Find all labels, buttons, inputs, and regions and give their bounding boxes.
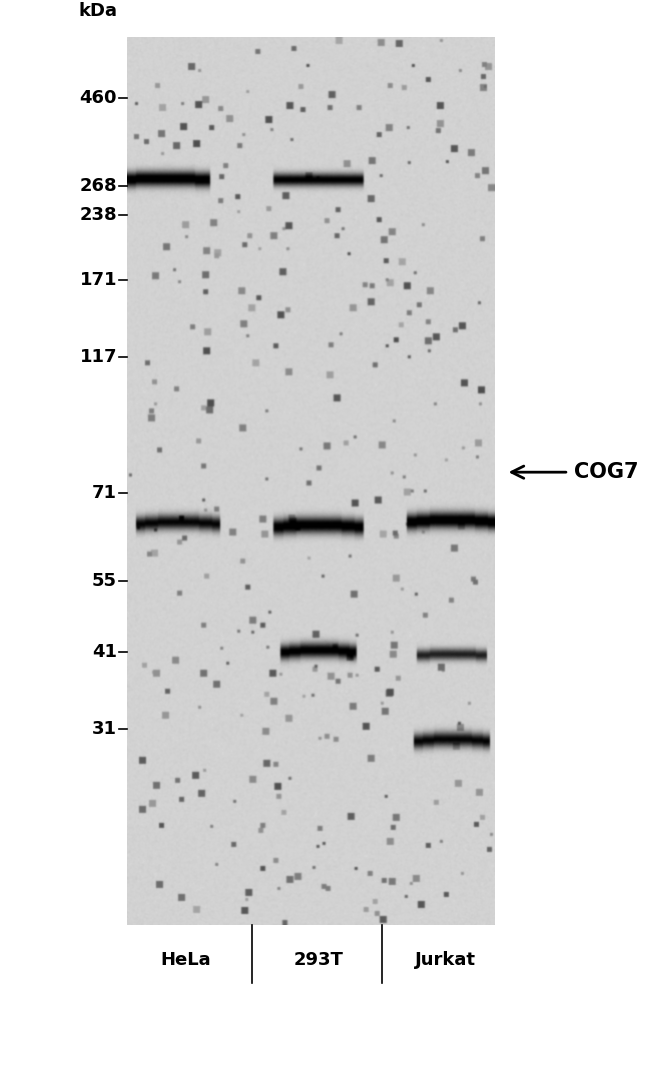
Text: 268: 268 (79, 177, 117, 196)
Text: 238: 238 (79, 206, 117, 223)
Text: 31: 31 (92, 721, 117, 739)
Text: kDa: kDa (78, 2, 117, 19)
Text: 293T: 293T (294, 951, 343, 970)
Text: 171: 171 (79, 270, 117, 289)
Text: 71: 71 (92, 483, 117, 501)
Text: COG7: COG7 (574, 462, 638, 482)
Text: 41: 41 (92, 644, 117, 662)
Text: 117: 117 (79, 347, 117, 366)
Text: HeLa: HeLa (160, 951, 211, 970)
Text: 460: 460 (79, 89, 117, 107)
Text: 55: 55 (92, 572, 117, 590)
Text: Jurkat: Jurkat (415, 951, 476, 970)
